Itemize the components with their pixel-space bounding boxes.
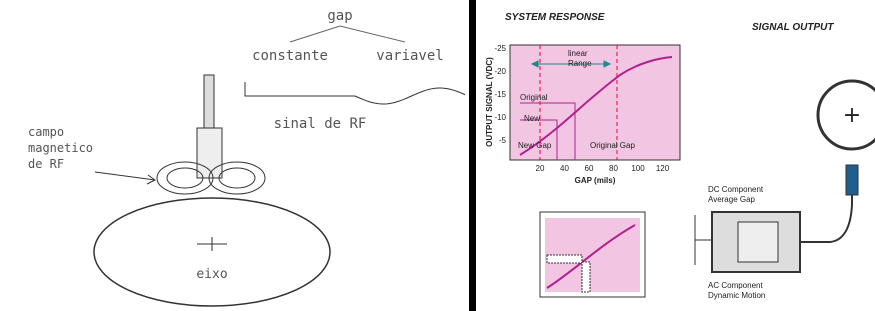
y-label: OUTPUT SIGNAL (VDC) xyxy=(485,57,494,147)
variable-label: variavel xyxy=(376,48,443,64)
signal-label: sinal de RF xyxy=(274,116,367,132)
rf-wave xyxy=(245,82,465,104)
dc-label: DC Component xyxy=(708,185,764,194)
field-label: magnetico xyxy=(28,141,93,155)
note: Original xyxy=(520,93,548,102)
x-tick-label: 100 xyxy=(631,164,645,173)
axis-label: eixo xyxy=(196,267,227,282)
note: linear xyxy=(568,49,588,58)
note: New xyxy=(524,114,540,123)
x-tick-label: 60 xyxy=(585,164,594,173)
x-label: GAP (mils) xyxy=(575,176,616,185)
divider xyxy=(469,0,476,311)
bracket xyxy=(695,215,712,265)
y-tick-label: -5 xyxy=(499,136,507,145)
center-mark xyxy=(197,237,227,251)
driver-face xyxy=(738,222,778,262)
title: SYSTEM RESPONSE xyxy=(505,12,605,23)
output-title: SIGNAL OUTPUT xyxy=(752,22,834,33)
inset-hatch xyxy=(547,255,582,263)
x-tick-label: 20 xyxy=(536,164,545,173)
y-tick-label: -20 xyxy=(494,67,506,76)
probe xyxy=(846,165,858,195)
branch xyxy=(290,26,405,42)
x-tick-label: 80 xyxy=(609,164,618,173)
field-label: de RF xyxy=(28,157,64,171)
arrow xyxy=(95,172,155,184)
x-tick-label: 40 xyxy=(560,164,569,173)
y-tick-label: -25 xyxy=(494,44,506,53)
note: Original Gap xyxy=(590,141,635,150)
y-tick-label: -10 xyxy=(494,113,506,122)
dc-label: Average Gap xyxy=(708,195,756,204)
field-label: campo xyxy=(28,125,64,139)
note: Range xyxy=(568,59,592,68)
probe-tip xyxy=(204,75,214,130)
ac-label: Dynamic Motion xyxy=(708,291,765,300)
x-tick-label: 120 xyxy=(656,164,670,173)
y-tick-label: -15 xyxy=(494,90,506,99)
meter-sign: + xyxy=(843,103,861,128)
ac-label: AC Component xyxy=(708,281,763,290)
shaft xyxy=(94,198,330,306)
inset-hatch xyxy=(582,262,590,292)
constant-label: constante xyxy=(252,48,328,64)
diagram: gap constante variavel sinal de RF campo… xyxy=(0,0,875,311)
cable xyxy=(800,180,852,242)
note: New Gap xyxy=(518,141,552,150)
gap-label: gap xyxy=(327,8,352,24)
